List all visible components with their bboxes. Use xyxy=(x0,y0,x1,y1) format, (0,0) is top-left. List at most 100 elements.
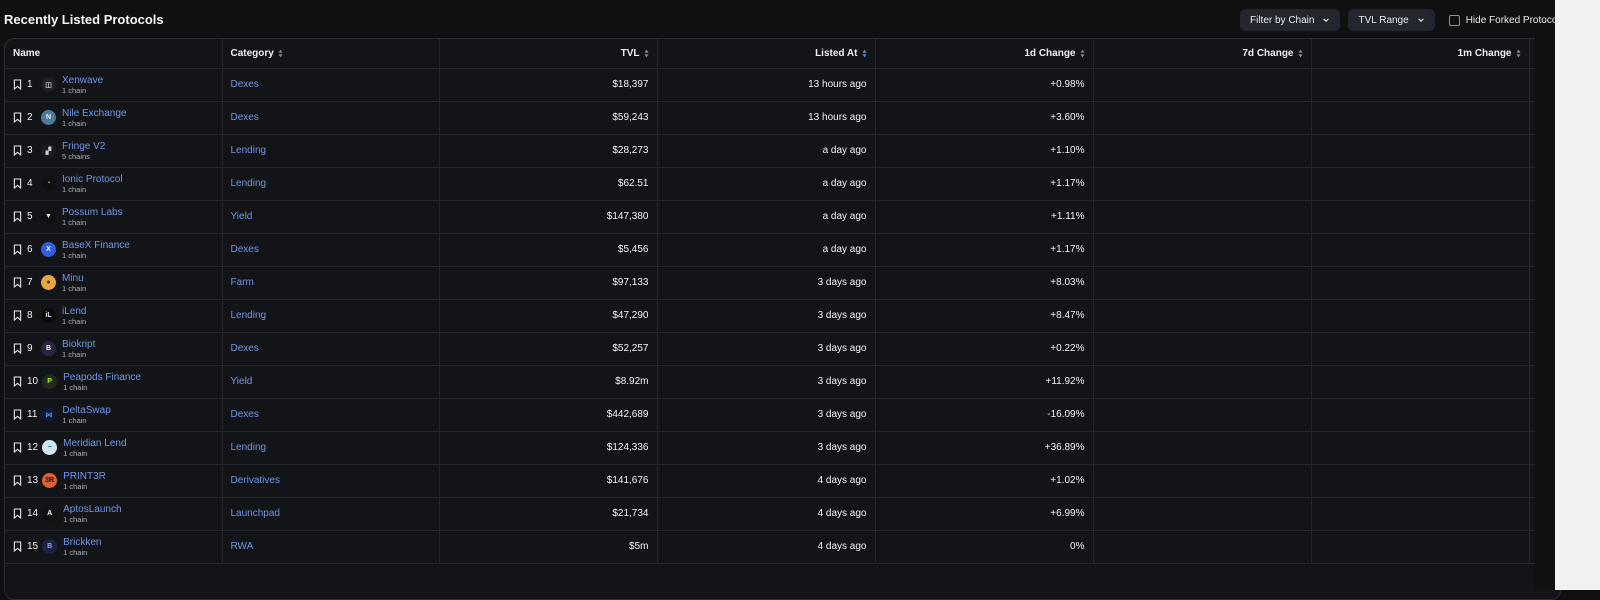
change-7d-cell xyxy=(1093,365,1312,399)
category-link[interactable]: Dexes xyxy=(230,79,259,90)
change-7d-cell xyxy=(1093,101,1312,135)
table-row[interactable]: 2 N Nile Exchange 1 chain Dexes $59,243 … xyxy=(5,101,1560,135)
bookmark-icon[interactable] xyxy=(13,541,22,552)
protocol-logo-icon: ● xyxy=(41,275,56,290)
table-row[interactable]: 4 ◔ Ionic Protocol 1 chain Lending $62.5… xyxy=(5,167,1560,201)
bookmark-icon[interactable] xyxy=(13,112,22,123)
bookmark-icon[interactable] xyxy=(13,178,22,189)
bookmark-icon[interactable] xyxy=(13,79,22,90)
bookmark-icon[interactable] xyxy=(13,277,22,288)
category-link[interactable]: Yield xyxy=(230,376,253,387)
category-link[interactable]: Lending xyxy=(230,178,267,189)
category-link[interactable]: Dexes xyxy=(230,409,259,420)
change-1d-cell: +8.03% xyxy=(875,266,1094,300)
protocol-name-link[interactable]: Brickken xyxy=(63,536,102,548)
listed-at-cell: 3 days ago xyxy=(657,266,876,300)
bookmark-icon[interactable] xyxy=(13,244,22,255)
bookmark-icon[interactable] xyxy=(13,508,22,519)
protocol-name-link[interactable]: Biokript xyxy=(62,338,96,350)
table-row[interactable]: 9 B Biokript 1 chain Dexes $52,257 3 day… xyxy=(5,332,1560,366)
column-header-1m-change[interactable]: 1m Change xyxy=(1311,39,1530,69)
protocol-name-link[interactable]: iLend xyxy=(62,305,87,317)
row-rank: 3 xyxy=(27,145,33,156)
category-link[interactable]: Derivatives xyxy=(230,475,280,486)
table-row[interactable]: 10 P Peapods Finance 1 chain Yield $8.92… xyxy=(5,365,1560,399)
protocol-name-link[interactable]: Meridian Lend xyxy=(63,437,127,449)
bookmark-icon[interactable] xyxy=(13,409,22,420)
listed-at-cell: 3 days ago xyxy=(657,299,876,333)
column-header-7d-change[interactable]: 7d Change xyxy=(1093,39,1312,69)
category-link[interactable]: Farm xyxy=(230,277,254,288)
change-1d-cell: +1.11% xyxy=(875,200,1094,234)
table-row[interactable]: 5 ▼ Possum Labs 1 chain Yield $147,380 a… xyxy=(5,200,1560,234)
listed-at-cell: 3 days ago xyxy=(657,398,876,432)
protocol-name-link[interactable]: Xenwave xyxy=(62,74,104,86)
filter-by-chain-label: Filter by Chain xyxy=(1250,14,1315,26)
category-link[interactable]: Lending xyxy=(230,145,267,156)
protocol-chain-count: 1 chain xyxy=(62,85,87,95)
category-link[interactable]: Dexes xyxy=(230,244,259,255)
protocol-name-link[interactable]: Nile Exchange xyxy=(62,107,127,119)
filter-by-chain-dropdown[interactable]: Filter by Chain xyxy=(1240,9,1341,31)
protocol-name-link[interactable]: Possum Labs xyxy=(62,206,123,218)
table-row[interactable]: 13 3R PRINT3R 1 chain Derivatives $141,6… xyxy=(5,464,1560,498)
change-1m-cell xyxy=(1311,497,1530,531)
table-row[interactable]: 11 ⋈ DeltaSwap 1 chain Dexes $442,689 3 … xyxy=(5,398,1560,432)
tvl-range-dropdown[interactable]: TVL Range xyxy=(1348,9,1435,31)
tvl-cell: $147,380 xyxy=(439,200,658,234)
tvl-cell: $442,689 xyxy=(439,398,658,432)
tvl-cell: $5,456 xyxy=(439,233,658,267)
bookmark-icon[interactable] xyxy=(13,211,22,222)
change-1m-cell xyxy=(1311,68,1530,102)
bookmark-icon[interactable] xyxy=(13,343,22,354)
table-row[interactable]: 14 A AptosLaunch 1 chain Launchpad $21,7… xyxy=(5,497,1560,531)
table-row[interactable]: 8 iL iLend 1 chain Lending $47,290 3 day… xyxy=(5,299,1560,333)
category-link[interactable]: RWA xyxy=(230,541,254,552)
column-header-name[interactable]: Name xyxy=(5,39,223,69)
column-header-1d-change[interactable]: 1d Change xyxy=(875,39,1094,69)
column-header-category[interactable]: Category xyxy=(222,39,440,69)
table-row[interactable]: 6 X BaseX Finance 1 chain Dexes $5,456 a… xyxy=(5,233,1560,267)
category-link[interactable]: Launchpad xyxy=(230,508,281,519)
right-edge-panel xyxy=(1555,0,1600,590)
row-rank: 1 xyxy=(27,79,33,90)
protocol-name-link[interactable]: PRINT3R xyxy=(63,470,106,482)
bookmark-icon[interactable] xyxy=(13,310,22,321)
change-1d-cell: +6.99% xyxy=(875,497,1094,531)
protocol-name-link[interactable]: AptosLaunch xyxy=(63,503,122,515)
change-7d-cell xyxy=(1093,200,1312,234)
change-1d-cell: +11.92% xyxy=(875,365,1094,399)
column-header-tvl[interactable]: TVL xyxy=(439,39,658,69)
tvl-cell: $5m xyxy=(439,530,658,564)
protocol-name-link[interactable]: Ionic Protocol xyxy=(62,173,123,185)
table-row[interactable]: 7 ● Minu 1 chain Farm $97,133 3 days ago… xyxy=(5,266,1560,300)
change-7d-cell xyxy=(1093,464,1312,498)
hide-forked-toggle[interactable]: Hide Forked Protocols xyxy=(1448,14,1565,26)
table-row[interactable]: 15 B Brickken 1 chain RWA $5m 4 days ago… xyxy=(5,530,1560,564)
change-7d-cell xyxy=(1093,167,1312,201)
change-7d-cell xyxy=(1093,431,1312,465)
protocol-name-link[interactable]: Fringe V2 xyxy=(62,140,106,152)
row-rank: 10 xyxy=(27,376,39,387)
category-link[interactable]: Lending xyxy=(230,442,267,453)
table-row[interactable]: 1 ◫ Xenwave 1 chain Dexes $18,397 13 hou… xyxy=(5,68,1560,102)
column-header-listed-at[interactable]: Listed At xyxy=(657,39,876,69)
change-7d-cell xyxy=(1093,266,1312,300)
bookmark-icon[interactable] xyxy=(13,475,22,486)
table-row[interactable]: 3 ▞ Fringe V2 5 chains Lending $28,273 a… xyxy=(5,134,1560,168)
change-7d-cell xyxy=(1093,497,1312,531)
category-link[interactable]: Dexes xyxy=(230,112,259,123)
hide-forked-checkbox[interactable] xyxy=(1448,14,1460,26)
bookmark-icon[interactable] xyxy=(13,145,22,156)
protocol-name-link[interactable]: Peapods Finance xyxy=(63,371,141,383)
category-link[interactable]: Yield xyxy=(230,211,253,222)
table-row[interactable]: 12 ~ Meridian Lend 1 chain Lending $124,… xyxy=(5,431,1560,465)
protocol-name-link[interactable]: DeltaSwap xyxy=(62,404,111,416)
protocol-name-link[interactable]: Minu xyxy=(62,272,84,284)
bookmark-icon[interactable] xyxy=(13,376,22,387)
bookmark-icon[interactable] xyxy=(13,442,22,453)
category-link[interactable]: Dexes xyxy=(230,343,259,354)
listed-at-cell: 3 days ago xyxy=(657,365,876,399)
protocol-name-link[interactable]: BaseX Finance xyxy=(62,239,130,251)
category-link[interactable]: Lending xyxy=(230,310,267,321)
